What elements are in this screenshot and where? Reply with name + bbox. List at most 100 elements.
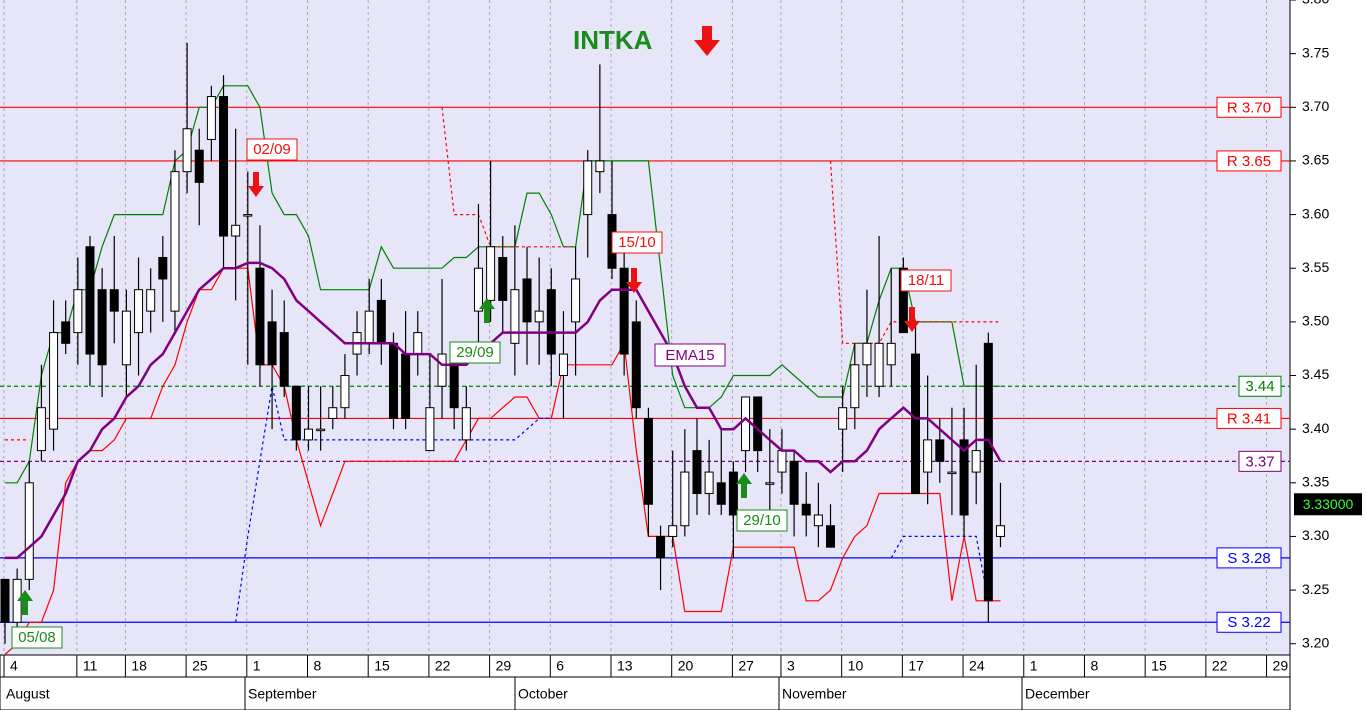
candle-body: [801, 503, 811, 516]
x-tick-label: 15: [374, 658, 390, 674]
x-tick-label: 22: [1212, 658, 1228, 674]
x-tick-label: 10: [848, 658, 864, 674]
x-tick-label: 29: [1273, 658, 1289, 674]
y-tick-label: 3.35: [1302, 474, 1329, 490]
candle-body: [24, 482, 34, 580]
signal-label: 29/10: [743, 512, 781, 529]
candle-body: [595, 160, 605, 173]
level-label: S 3.22: [1227, 614, 1270, 631]
level-label-box: [1238, 450, 1282, 472]
signal-label-box: [246, 138, 298, 161]
x-tick-label: 8: [314, 658, 322, 674]
y-tick-label: 3.25: [1302, 581, 1329, 597]
candle-body: [328, 407, 338, 419]
candle-body: [437, 353, 447, 387]
y-tick-label: 3.70: [1302, 98, 1329, 114]
candle-body: [862, 342, 872, 366]
candle-body: [668, 525, 678, 537]
candle-body: [995, 525, 1005, 537]
candle-body: [765, 482, 775, 485]
candle-body: [364, 310, 374, 344]
candle-body: [534, 310, 544, 323]
signal-arrow: [904, 307, 920, 332]
month-label: December: [1025, 686, 1090, 702]
candle-body: [583, 160, 593, 216]
candle-body: [923, 439, 933, 473]
chart-title: INTKA: [573, 25, 653, 55]
candle-body: [146, 289, 156, 312]
y-tick-label: 3.40: [1302, 420, 1329, 436]
candle-body: [61, 321, 71, 344]
signal-label-box: [449, 341, 501, 364]
candle-body: [935, 439, 945, 462]
signal-arrow: [17, 590, 33, 615]
candle-body: [826, 525, 836, 548]
level-label-box: [1238, 375, 1282, 397]
level-label: 3.44: [1245, 378, 1274, 395]
candle-body: [388, 342, 398, 419]
candle-body: [643, 417, 653, 505]
indicator-line: [235, 386, 989, 623]
candle-body: [498, 256, 508, 301]
x-tick-label: 3: [787, 658, 795, 674]
candle-body: [704, 471, 714, 495]
candle-body: [789, 460, 799, 505]
level-label-box: [1216, 96, 1282, 118]
x-tick-label: 18: [131, 658, 147, 674]
candle-body: [911, 353, 920, 495]
signal-label-box: [900, 269, 952, 292]
level-label-box: [1216, 407, 1282, 429]
x-tick-label: 24: [969, 658, 985, 674]
candle-body: [680, 471, 690, 527]
candle-body: [73, 289, 83, 334]
y-tick-label: 3.50: [1302, 313, 1329, 329]
candle-body: [279, 332, 289, 387]
title-arrow: [694, 26, 720, 56]
signal-label: 05/08: [18, 629, 56, 646]
month-label: October: [518, 686, 568, 702]
y-tick-label: 3.20: [1302, 634, 1329, 650]
x-tick-label: 22: [435, 658, 451, 674]
indicator-line: [5, 261, 1002, 560]
candle-body: [316, 428, 326, 432]
x-tick-label: 20: [678, 658, 694, 674]
candle-body: [874, 342, 884, 387]
candle-body: [85, 246, 95, 355]
level-label: R 3.65: [1227, 153, 1271, 170]
candle-body: [49, 332, 59, 430]
candle-body: [486, 246, 496, 301]
candle-body: [170, 171, 180, 312]
candle-body: [219, 96, 229, 237]
y-tick-label: 3.75: [1302, 44, 1329, 60]
level-label: S 3.28: [1227, 550, 1270, 567]
month-label: September: [248, 686, 317, 702]
candle-body: [36, 407, 46, 452]
candle-body: [194, 149, 204, 183]
candle-body: [255, 267, 265, 366]
y-tick-label: 3.55: [1302, 259, 1329, 275]
candle-body: [619, 267, 629, 355]
signal-arrow: [479, 298, 495, 323]
candle-body: [158, 256, 168, 280]
x-tick-label: 1: [1030, 658, 1038, 674]
candle-body: [777, 450, 787, 473]
candle-body: [376, 299, 386, 344]
candle-body: [959, 439, 969, 516]
candle-body: [886, 342, 896, 366]
indicator-line: [4, 267, 1001, 655]
candle-body: [97, 289, 107, 366]
signal-arrow: [248, 172, 264, 197]
level-label: 3.37: [1245, 453, 1274, 470]
plot-area: [0, 0, 1290, 655]
candle-body: [182, 128, 192, 173]
candle-body: [898, 267, 908, 334]
candle-body: [267, 321, 277, 366]
x-tick-label: 17: [908, 658, 924, 674]
y-tick-label: 3.45: [1302, 366, 1329, 382]
level-label: R 3.41: [1227, 410, 1271, 427]
candle-body: [813, 514, 823, 527]
candle-body: [522, 278, 532, 323]
x-tick-label: 25: [192, 658, 208, 674]
candle-body: [971, 450, 981, 473]
